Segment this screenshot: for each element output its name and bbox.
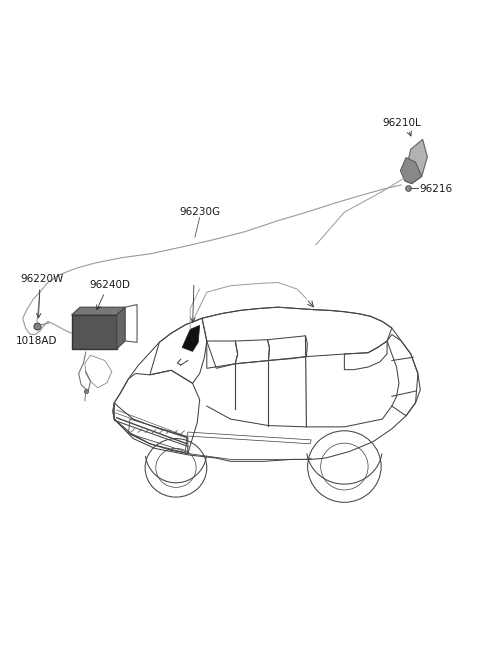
- Text: 96230G: 96230G: [179, 207, 220, 217]
- Polygon shape: [404, 139, 427, 184]
- Text: 96240D: 96240D: [89, 280, 130, 290]
- Text: 96220W: 96220W: [20, 274, 63, 284]
- Polygon shape: [182, 325, 200, 352]
- Polygon shape: [72, 315, 117, 349]
- Text: 96216: 96216: [420, 184, 453, 194]
- Polygon shape: [400, 157, 422, 184]
- Polygon shape: [72, 307, 125, 315]
- Polygon shape: [117, 307, 125, 349]
- Text: 1018AD: 1018AD: [16, 336, 58, 346]
- Text: 96210L: 96210L: [382, 117, 420, 128]
